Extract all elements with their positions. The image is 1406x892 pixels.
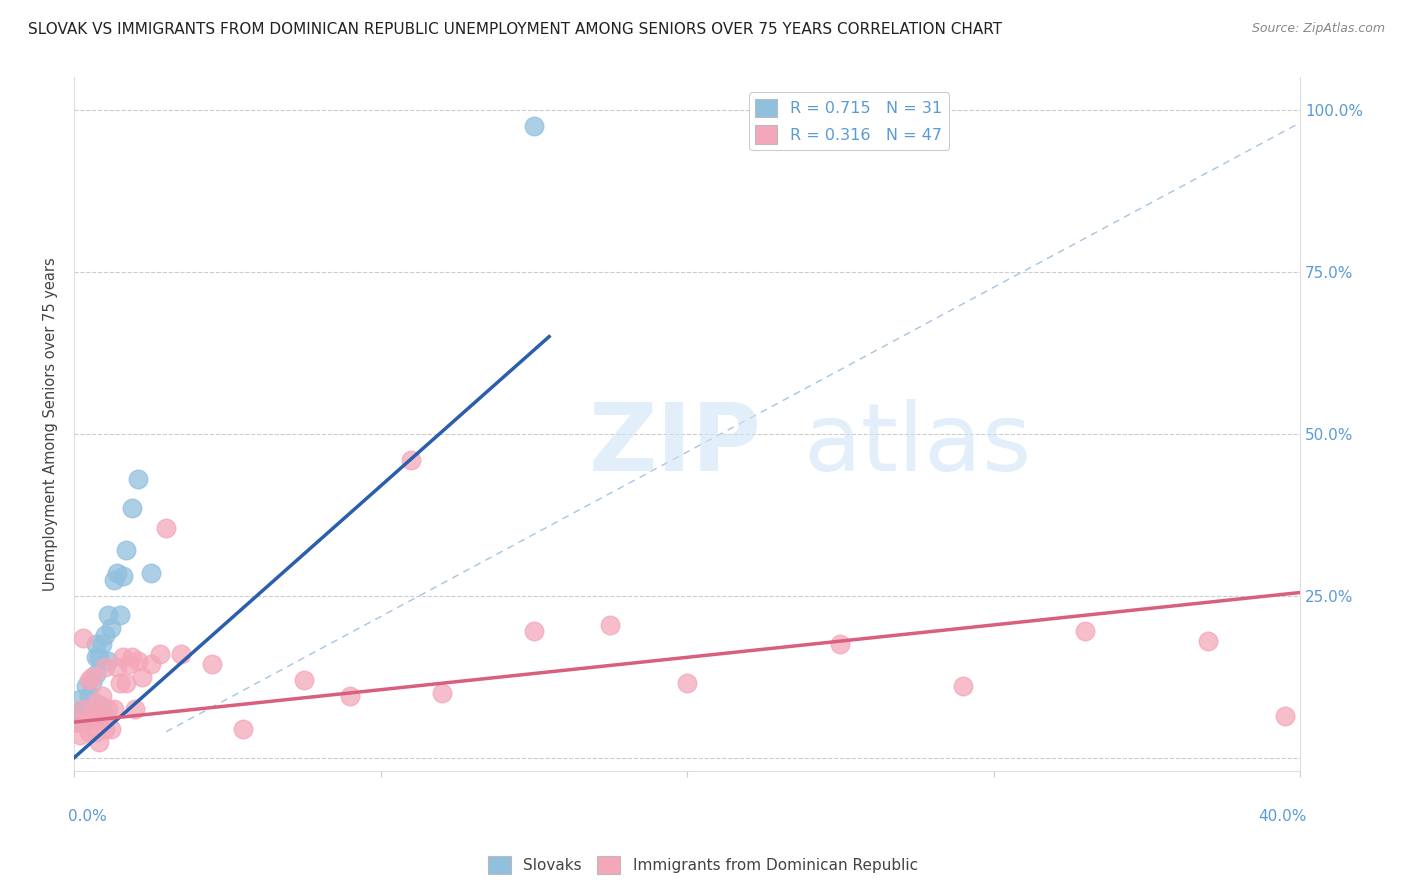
Point [121,650,143,665]
Point [112,569,135,583]
Point [523,119,546,133]
Point [430,686,453,700]
Point [523,624,546,639]
Point [201,657,224,671]
Point [66,715,89,730]
Point [399,452,422,467]
Point [69,728,91,742]
Point [108,608,131,623]
Point [93,660,115,674]
Point [79,673,101,687]
Point [93,722,115,736]
Point [84,724,107,739]
Point [87,712,110,726]
Text: SLOVAK VS IMMIGRANTS FROM DOMINICAN REPUBLIC UNEMPLOYMENT AMONG SENIORS OVER 75 : SLOVAK VS IMMIGRANTS FROM DOMINICAN REPU… [28,22,1002,37]
Point [1274,708,1296,723]
Point [139,657,162,671]
Point [72,631,94,645]
Point [90,689,112,703]
Point [72,702,94,716]
Point [139,566,162,580]
Point [82,676,104,690]
Text: atlas: atlas [803,399,1032,491]
Point [82,670,104,684]
Point [115,676,138,690]
Point [149,647,172,661]
Point [124,702,146,716]
Point [93,708,115,723]
Point [1197,634,1219,648]
Point [97,702,120,716]
Point [93,627,115,641]
Point [79,689,101,703]
Point [112,650,135,665]
Point [127,654,149,668]
Point [105,660,128,674]
Point [97,654,120,668]
Point [87,650,110,665]
Y-axis label: Unemployment Among Seniors over 75 years: Unemployment Among Seniors over 75 years [44,257,58,591]
Point [97,608,120,623]
Point [339,689,361,703]
Point [100,722,122,736]
Point [108,676,131,690]
Legend: R = 0.715   N = 31, R = 0.316   N = 47: R = 0.715 N = 31, R = 0.316 N = 47 [749,93,949,150]
Point [87,708,110,723]
Point [131,670,153,684]
Point [69,692,91,706]
Point [87,734,110,748]
Point [75,712,97,726]
Text: 0.0%: 0.0% [67,809,107,824]
Point [75,715,97,730]
Point [1074,624,1097,639]
Point [82,708,104,723]
Text: ZIP: ZIP [589,399,762,491]
Point [127,472,149,486]
Point [79,724,101,739]
Point [66,715,89,730]
Point [676,676,699,690]
Point [90,712,112,726]
Point [830,637,852,651]
Point [84,637,107,651]
Point [69,706,91,720]
Text: 40.0%: 40.0% [1258,809,1306,824]
Point [84,666,107,681]
Point [105,566,128,580]
Point [84,650,107,665]
Point [155,521,177,535]
Point [232,722,254,736]
Point [103,573,125,587]
Point [292,673,315,687]
Point [115,543,138,558]
Point [121,501,143,516]
Point [118,657,141,671]
Point [75,680,97,694]
Point [103,702,125,716]
Point [90,637,112,651]
Point [90,698,112,713]
Point [952,680,974,694]
Point [170,647,193,661]
Point [84,696,107,710]
Point [82,706,104,720]
Legend: Slovaks, Immigrants from Dominican Republic: Slovaks, Immigrants from Dominican Repub… [482,850,924,880]
Text: Source: ZipAtlas.com: Source: ZipAtlas.com [1251,22,1385,36]
Point [79,708,101,723]
Point [100,621,122,635]
Point [599,618,621,632]
Point [72,702,94,716]
